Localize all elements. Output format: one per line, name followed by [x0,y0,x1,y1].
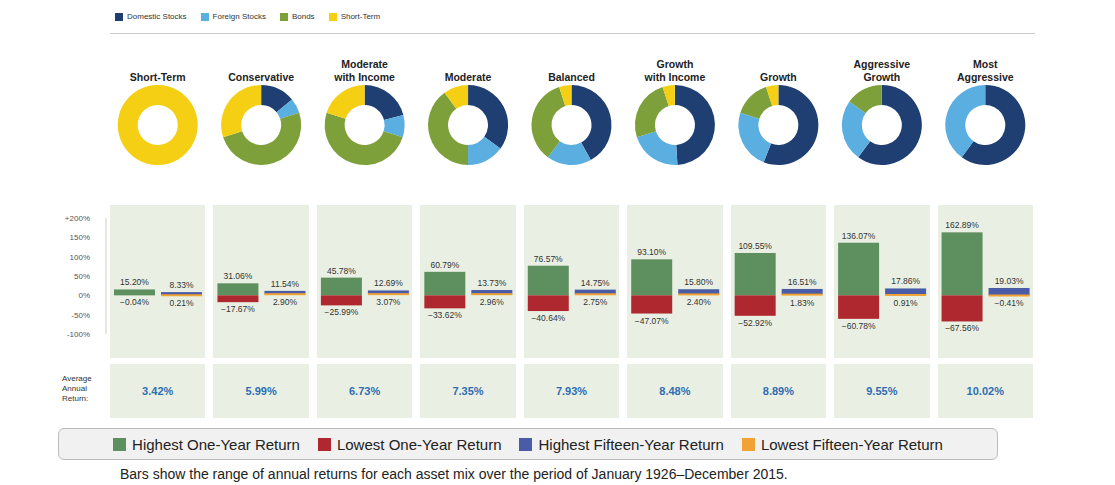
html-text:8.89%: 8.89% [762,385,794,397]
html-text:Average Annual Return:: Average Annual Return: [62,374,92,403]
html-text:5.99%: 5.99% [245,385,277,397]
svg-text:162.89%: 162.89% [945,220,979,230]
svg-text:136.07%: 136.07% [842,231,876,241]
html-text:7.35%: 7.35% [452,385,484,397]
svg-text:13.73%: 13.73% [477,278,506,288]
svg-text:0.91%: 0.91% [894,298,919,308]
svg-text:−67.56%: −67.56% [945,323,979,333]
html-text:Highest One-Year Return: Highest One-Year Return [132,435,300,453]
html-text:Growth with Income: Growth with Income [644,58,706,83]
html-text:Highest Fifteen-Year Return: Highest Fifteen-Year Return [538,435,724,453]
html-text:Growth: Growth [760,71,797,83]
svg-text:2.96%: 2.96% [480,297,505,307]
svg-text:60.79%: 60.79% [430,260,459,270]
html-text:Aggressive Growth: Aggressive Growth [853,58,911,83]
svg-text:100%: 100% [70,253,90,262]
svg-text:76.57%: 76.57% [534,254,563,264]
svg-text:19.03%: 19.03% [995,276,1024,286]
html-text:Balanced: Balanced [548,71,595,83]
svg-text:50%: 50% [74,272,90,281]
html-text:Bars show the range of annual: Bars show the range of annual returns fo… [120,466,788,482]
svg-text:−52.92%: −52.92% [738,318,772,328]
svg-text:45.78%: 45.78% [327,266,356,276]
svg-text:16.51%: 16.51% [788,277,817,287]
html-text:Moderate with Income: Moderate with Income [334,58,395,83]
svg-text:−60.78%: −60.78% [842,321,876,331]
html-text:8.48%: 8.48% [659,385,691,397]
html-text:9.55%: 9.55% [866,385,898,397]
svg-text:93.10%: 93.10% [637,247,666,257]
html-text:10.02%: 10.02% [966,385,1004,397]
svg-text:2.40%: 2.40% [687,297,712,307]
svg-text:−17.67%: −17.67% [221,304,255,314]
svg-text:−47.07%: −47.07% [635,316,669,326]
svg-text:−33.62%: −33.62% [428,310,462,320]
html-text:3.42%: 3.42% [142,385,174,397]
svg-text:15.20%: 15.20% [120,277,149,287]
svg-text:150%: 150% [70,233,90,242]
html-text:Conservative: Conservative [228,71,295,83]
svg-text:14.75%: 14.75% [581,278,610,288]
svg-text:-100%: -100% [67,330,90,339]
html-text:Short-Term: Short-Term [129,71,186,83]
html-text:Foreign Stocks: Foreign Stocks [212,12,266,21]
svg-text:8.33%: 8.33% [169,280,194,290]
svg-text:15.80%: 15.80% [684,277,713,287]
svg-text:−40.64%: −40.64% [531,313,565,323]
svg-text:−0.04%: −0.04% [120,297,150,307]
svg-text:0%: 0% [78,291,90,300]
html-text:7.93%: 7.93% [555,385,588,397]
svg-text:1.83%: 1.83% [790,298,815,308]
svg-text:-50%: -50% [71,311,90,320]
html-text:Lowest One-Year Return: Lowest One-Year Return [336,435,502,453]
html-text:6.73%: 6.73% [349,385,381,397]
svg-text:2.75%: 2.75% [583,297,608,307]
svg-text:−0.41%: −0.41% [995,298,1025,308]
svg-text:31.06%: 31.06% [224,271,253,281]
html-text:Lowest Fifteen-Year Return: Lowest Fifteen-Year Return [760,435,943,453]
svg-text:109.55%: 109.55% [738,241,772,251]
svg-text:−25.99%: −25.99% [324,307,358,317]
html-text:Moderate: Moderate [444,71,492,83]
html-text:Short-Term: Short-Term [340,12,381,21]
svg-text:0.21%: 0.21% [169,298,194,308]
svg-text:11.54%: 11.54% [271,279,300,289]
html-text:Most Aggressive: Most Aggressive [957,58,1014,83]
svg-text:+200%: +200% [65,214,90,223]
html-text:Bonds: Bonds [291,12,315,21]
svg-text:3.07%: 3.07% [376,297,401,307]
svg-text:17.86%: 17.86% [891,276,920,286]
html-text:Domestic Stocks: Domestic Stocks [127,12,187,21]
svg-text:2.90%: 2.90% [273,297,298,307]
svg-text:12.69%: 12.69% [374,278,403,288]
